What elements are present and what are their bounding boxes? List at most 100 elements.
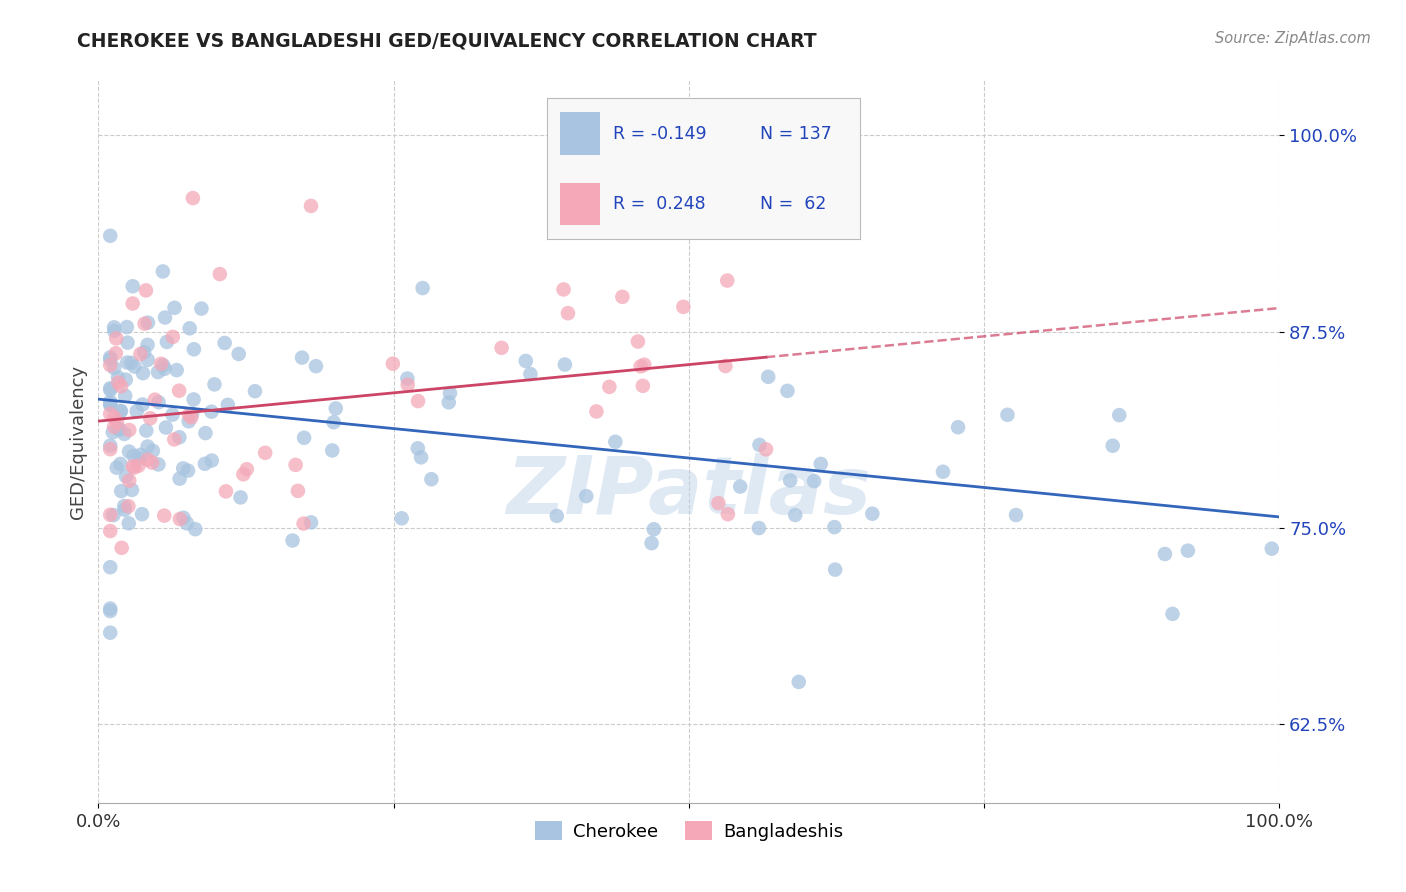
Point xyxy=(575,489,598,503)
Point xyxy=(181,191,204,205)
Point xyxy=(121,296,143,310)
Point xyxy=(125,404,148,418)
Point xyxy=(179,321,201,335)
Point xyxy=(291,351,314,365)
Point xyxy=(121,279,143,293)
Point xyxy=(1005,508,1028,522)
Point xyxy=(98,604,121,618)
Point xyxy=(200,405,222,419)
Point xyxy=(406,442,429,456)
Point xyxy=(134,345,156,359)
Point xyxy=(437,395,460,409)
Point xyxy=(172,510,194,524)
Point xyxy=(707,496,730,510)
Point xyxy=(118,516,141,531)
Point xyxy=(103,508,125,522)
Point xyxy=(598,380,620,394)
Point xyxy=(169,472,191,486)
Point xyxy=(585,404,607,418)
Point xyxy=(111,541,134,555)
Point xyxy=(98,625,121,640)
Point xyxy=(627,334,650,349)
Point xyxy=(135,284,157,298)
Text: Source: ZipAtlas.com: Source: ZipAtlas.com xyxy=(1215,31,1371,46)
Point xyxy=(714,359,737,373)
Point xyxy=(779,474,801,488)
Point xyxy=(630,359,652,374)
Point xyxy=(728,479,751,493)
Point xyxy=(810,457,832,471)
Point xyxy=(136,352,159,367)
Point xyxy=(748,521,770,535)
Point xyxy=(110,379,132,393)
Point xyxy=(128,458,150,473)
Point xyxy=(172,461,194,475)
Point xyxy=(717,507,740,521)
Point xyxy=(103,410,125,425)
Point xyxy=(153,508,176,523)
Point xyxy=(105,331,128,345)
Point xyxy=(305,359,328,374)
Point xyxy=(281,533,304,548)
Point xyxy=(103,420,125,434)
Point xyxy=(179,408,201,422)
Point xyxy=(134,317,156,331)
Point xyxy=(299,199,322,213)
Point xyxy=(640,536,662,550)
Point xyxy=(181,407,204,421)
Point xyxy=(776,384,799,398)
Point xyxy=(105,460,128,475)
Point xyxy=(162,408,184,422)
Point xyxy=(98,383,121,397)
Point xyxy=(409,450,432,465)
Point xyxy=(132,366,155,380)
Point xyxy=(108,423,131,437)
Point xyxy=(169,512,191,526)
Point xyxy=(716,274,738,288)
Point xyxy=(101,425,124,440)
Point xyxy=(148,395,170,409)
Point xyxy=(131,397,153,411)
Point xyxy=(519,367,541,381)
Point xyxy=(236,462,259,476)
Point xyxy=(412,281,434,295)
Point xyxy=(98,352,121,367)
Point xyxy=(204,377,226,392)
Point xyxy=(292,431,315,445)
Point xyxy=(1108,408,1130,422)
Point xyxy=(381,357,404,371)
Point xyxy=(112,499,135,513)
Point xyxy=(803,474,825,488)
Point xyxy=(122,459,145,474)
Point xyxy=(194,426,217,441)
Point xyxy=(107,370,129,384)
Point xyxy=(115,469,138,483)
Point xyxy=(136,338,159,352)
Point xyxy=(672,300,695,314)
Point xyxy=(932,465,955,479)
Point xyxy=(420,472,443,486)
Point xyxy=(131,507,153,521)
Point xyxy=(153,310,176,325)
Point xyxy=(177,464,200,478)
Point xyxy=(515,354,537,368)
Point xyxy=(177,414,200,428)
Point xyxy=(110,457,132,471)
Point xyxy=(163,433,186,447)
Point xyxy=(103,324,125,338)
Point xyxy=(748,438,770,452)
Point xyxy=(105,416,128,430)
Point xyxy=(391,511,413,525)
Point xyxy=(110,484,132,499)
Point xyxy=(98,228,121,243)
Point xyxy=(612,290,634,304)
Point xyxy=(98,560,121,574)
Point xyxy=(183,343,205,357)
Point xyxy=(755,442,778,457)
Point xyxy=(98,524,121,538)
Point xyxy=(439,386,461,401)
Point xyxy=(176,516,198,531)
Text: ZIPatlas: ZIPatlas xyxy=(506,453,872,531)
Point xyxy=(98,381,121,395)
Point xyxy=(217,398,239,412)
